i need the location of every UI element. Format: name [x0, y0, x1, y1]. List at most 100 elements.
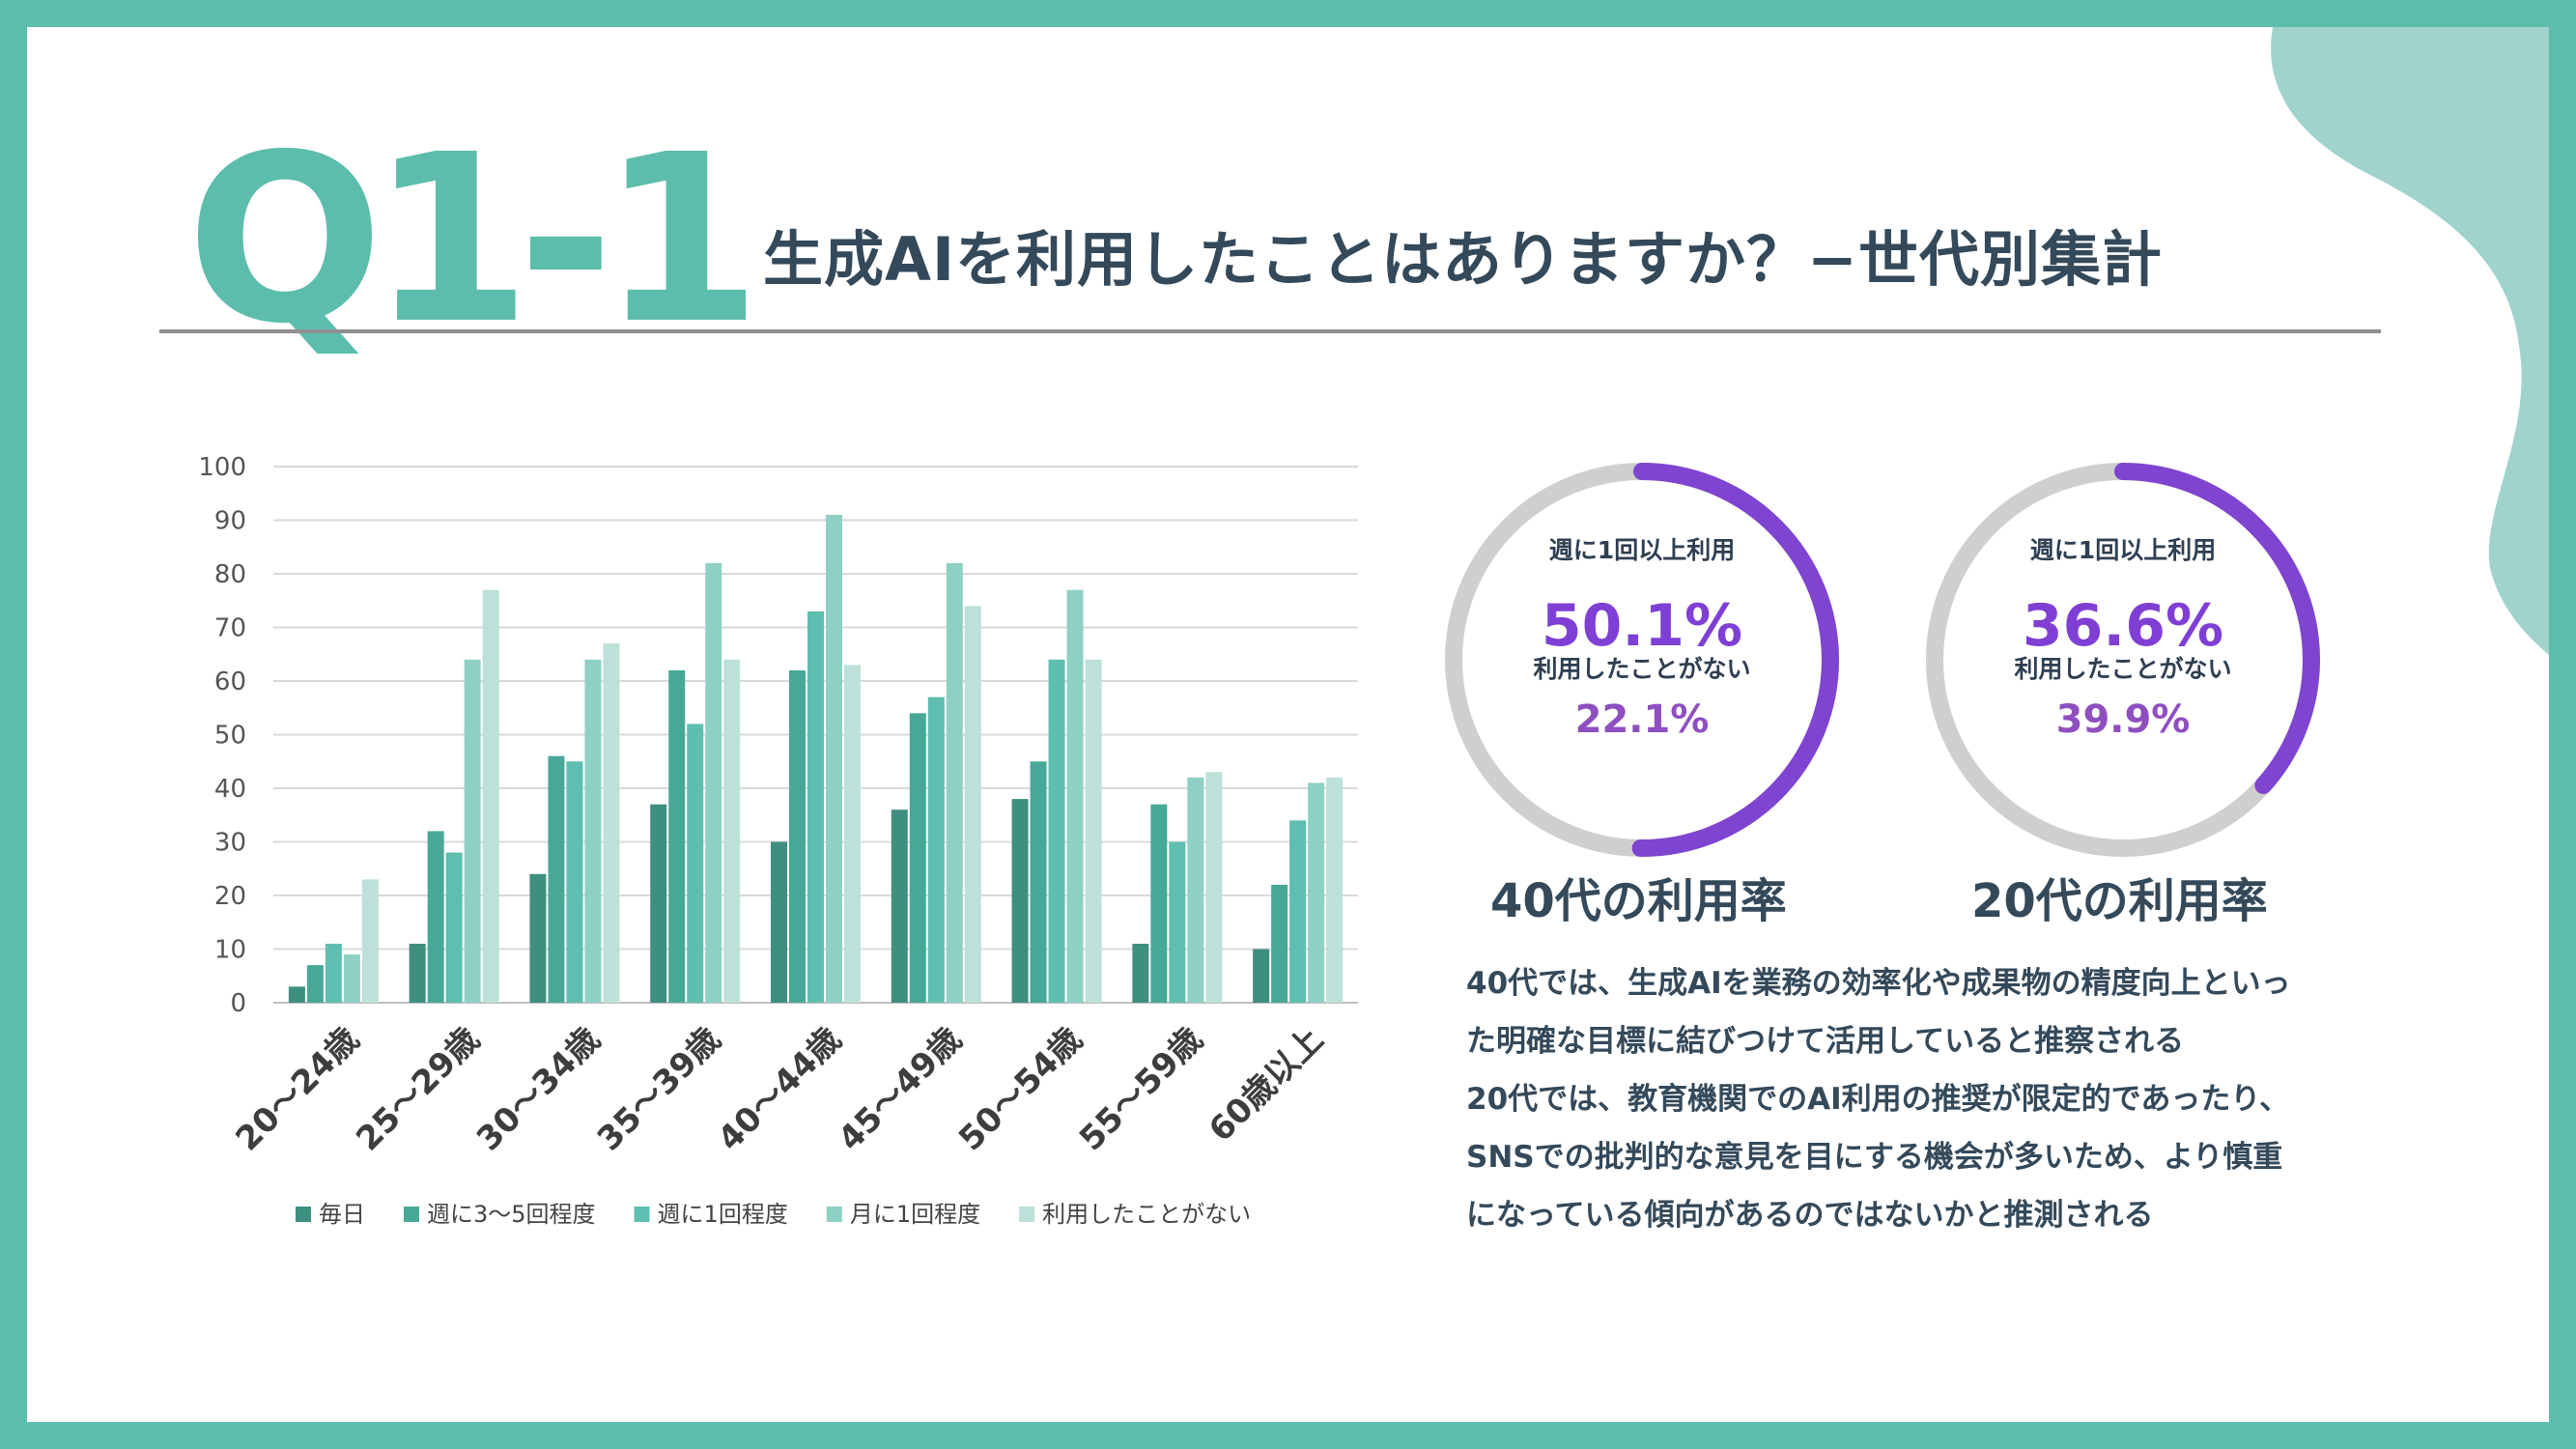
description: 40代では、生成AIを業務の効率化や成果物の精度向上といっ た明確な目標に結びつ… [1466, 954, 2432, 1244]
bar [927, 696, 945, 1003]
bar [343, 954, 360, 1003]
bar [1253, 949, 1270, 1003]
y-tick-label: 10 [214, 936, 246, 965]
donut-40s: 週に1回以上利用 50.1% 利用したことがない 22.1% [1445, 463, 1839, 857]
y-tick-label: 0 [230, 989, 246, 1018]
y-tick-label: 100 [198, 453, 246, 482]
x-tick-label: 30～34歳 [469, 1020, 608, 1158]
bar [650, 804, 667, 1003]
x-tick-label: 60歳以上 [1202, 1020, 1331, 1150]
legend-label: 毎日 [319, 1201, 365, 1228]
bar [687, 724, 704, 1003]
legend-label: 利用したことがない [1042, 1201, 1251, 1228]
x-tick-label: 55～59歳 [1072, 1020, 1210, 1158]
title-divider [159, 329, 2381, 333]
y-tick-label: 30 [214, 829, 246, 858]
slide: Q1-1 生成AIを利用したことはありますか？−世代別集計 0 10 20 30 40 5… [27, 27, 2549, 1422]
bar [325, 943, 342, 1003]
y-tick-label: 20 [214, 882, 246, 911]
question-number: Q1-1 [186, 104, 762, 375]
legend-swatch [404, 1207, 419, 1222]
donut-40s-title: 40代の利用率 [1490, 874, 1787, 928]
donut-40s-weekly-value: 50.1% [1542, 592, 1742, 660]
bar [1271, 884, 1288, 1003]
bar [1048, 659, 1065, 1003]
bar [603, 643, 620, 1003]
bar [288, 986, 305, 1003]
bar [789, 669, 806, 1003]
donut-20s-title: 20代の利用率 [1971, 874, 2268, 928]
donut-20s-weekly-value: 36.6% [2023, 592, 2223, 660]
bar [1011, 799, 1029, 1003]
bar [409, 943, 426, 1003]
bar [1085, 659, 1102, 1003]
bar [946, 562, 963, 1003]
bar [306, 965, 324, 1003]
donut-40s-arc [1445, 463, 1839, 857]
bar [361, 879, 379, 1003]
donut-20s-weekly-label: 週に1回以上利用 [2030, 536, 2216, 564]
legend-swatch [296, 1207, 311, 1222]
bar [1132, 943, 1149, 1003]
bar [1205, 772, 1223, 1003]
page-title: 生成AIを利用したことはありますか？−世代別集計 [763, 224, 2164, 295]
y-tick-label: 70 [214, 614, 246, 643]
legend-swatch [826, 1207, 842, 1222]
y-tick-label: 90 [214, 507, 246, 536]
donut-40s-never-label: 利用したことがない [1533, 655, 1750, 683]
bar [1066, 589, 1084, 1003]
decorative-blob [2271, 27, 2549, 655]
y-tick-label: 60 [214, 668, 246, 696]
donut-20s-never-label: 利用したことがない [2014, 655, 2231, 683]
bar [826, 514, 842, 1003]
y-tick-label: 40 [214, 775, 246, 804]
bar [705, 562, 722, 1003]
bar [1150, 804, 1168, 1003]
bar [1187, 777, 1204, 1003]
x-tick-label: 20～24歳 [228, 1020, 366, 1158]
bar [909, 713, 926, 1003]
x-tick-label: 45～49歳 [831, 1020, 969, 1158]
donut-20s: 週に1回以上利用 36.6% 利用したことがない 39.9% [1926, 463, 2320, 857]
legend-label: 週に1回程度 [658, 1201, 788, 1228]
x-tick-label: 40～44歳 [711, 1020, 849, 1158]
bar [771, 841, 787, 1003]
donut-20s-never-value: 39.9% [2056, 697, 2191, 742]
description-line: た明確な目標に結びつけて活用していると推察される [1466, 1024, 2185, 1059]
bar-chart: 0 10 20 30 40 50 60 70 80 90 100 20～24歳25～29歳30～34歳… [198, 453, 1358, 1228]
bar [844, 665, 861, 1003]
bar [723, 659, 741, 1003]
x-tick-label: 50～54歳 [951, 1020, 1090, 1158]
y-tick-label: 50 [214, 722, 246, 751]
bar [566, 761, 583, 1003]
y-tick-label: 80 [214, 560, 246, 589]
donut-20s-arc [1926, 463, 2320, 857]
bar [584, 659, 602, 1003]
legend-label: 週に3～5回程度 [427, 1201, 596, 1228]
bar [1030, 761, 1047, 1003]
bar [891, 810, 908, 1003]
bar [427, 831, 444, 1003]
blob-shape [2271, 27, 2549, 655]
bar [1326, 777, 1344, 1003]
bar [529, 873, 547, 1003]
bar [482, 589, 499, 1003]
donut-charts: 週に1回以上利用 50.1% 利用したことがない 22.1% 週に1回以上利用 … [1445, 463, 2320, 857]
legend-swatch [634, 1207, 650, 1222]
bar [964, 606, 981, 1003]
bar [807, 611, 824, 1003]
legend-swatch [1019, 1207, 1035, 1222]
description-line: になっている傾向があるのではないかと推測される [1466, 1198, 2154, 1233]
bar [445, 852, 463, 1003]
bar [464, 659, 481, 1003]
description-line: 40代では、生成AIを業務の効率化や成果物の精度向上といっ [1466, 966, 2291, 1001]
donut-40s-weekly-label: 週に1回以上利用 [1549, 536, 1735, 564]
legend-label: 月に1回程度 [850, 1201, 980, 1228]
bar [548, 755, 565, 1003]
donut-40s-never-value: 22.1% [1575, 697, 1710, 742]
x-tick-label: 25～29歳 [349, 1020, 487, 1158]
description-line: 20代では、教育機関でのAI利用の推奨が限定的であったり、 [1466, 1082, 2290, 1117]
bar [1308, 782, 1325, 1003]
bar [1289, 820, 1307, 1003]
bar [668, 669, 686, 1003]
